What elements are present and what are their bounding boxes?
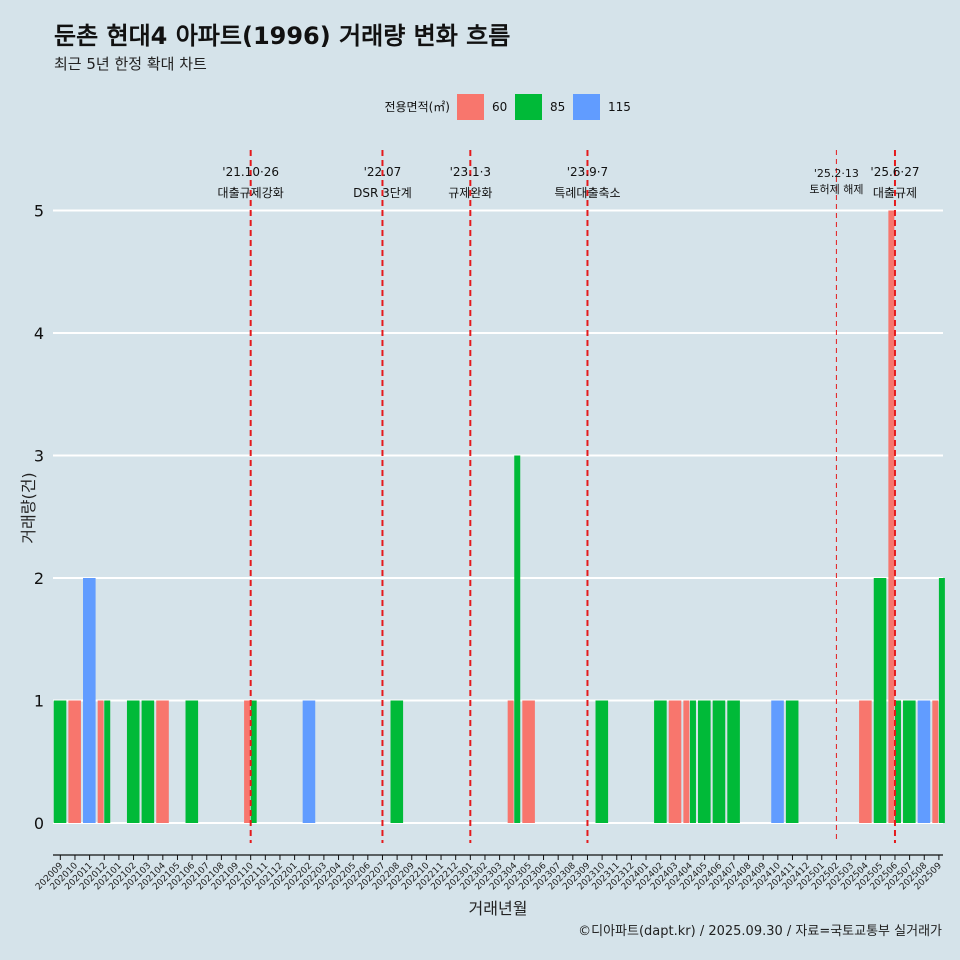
bar-85-202407	[727, 700, 740, 823]
y-axis: 0 1 2 3 4 5	[34, 202, 44, 834]
bar-60-202104	[156, 700, 169, 823]
bar-60-202304	[507, 700, 514, 823]
bar-85-202102	[126, 700, 140, 823]
legend-swatch-115	[573, 94, 600, 120]
bar-115-202508	[917, 700, 931, 823]
event-lines	[249, 150, 896, 843]
event-date: '25.6·27	[870, 165, 919, 179]
y-tick-label: 4	[34, 324, 44, 343]
bar-60-202110	[244, 700, 251, 823]
bar-85-202405	[698, 700, 711, 823]
bar-60-202509	[932, 700, 939, 823]
event-date: '23.1·3	[450, 165, 491, 179]
bar-60-202012	[97, 700, 104, 823]
bar-60-202504	[859, 700, 872, 823]
bar-115-202011	[83, 578, 96, 823]
bar-85-202404	[689, 700, 696, 823]
bar-60-202403	[668, 700, 682, 823]
bar-85-202103	[141, 700, 155, 823]
bar-115-202410	[771, 700, 784, 823]
legend-label: 85	[550, 100, 565, 114]
bar-115-202202	[302, 700, 316, 823]
bar-60-202506	[888, 210, 895, 823]
bar-85-202509	[938, 578, 945, 823]
bar-85-202208	[390, 700, 404, 823]
bars	[53, 210, 945, 823]
y-tick-label: 0	[34, 814, 44, 833]
y-tick-label: 3	[34, 447, 44, 466]
bar-85-202402	[654, 700, 667, 823]
caption: ©디아파트(dapt.kr) / 2025.09.30 / 자료=국토교통부 실…	[578, 924, 942, 939]
legend-swatch-60	[457, 94, 484, 120]
event-label: 토허제 해제	[809, 182, 863, 196]
legend-label: 115	[608, 100, 631, 114]
legend-label: 60	[492, 100, 507, 114]
x-axis-label: 거래년월	[469, 899, 528, 918]
event-annotations: '21.10·26 대출규제강화 '22.07 DSR 3단계 '23.1·3 규제완화 '…	[218, 165, 920, 200]
bar-85-202304	[514, 455, 521, 823]
event-label: 규제완화	[448, 186, 492, 200]
event-label: 대출규제강화	[218, 186, 284, 200]
event-date: '21.10·26	[222, 165, 279, 179]
event-label: DSR 3단계	[353, 186, 412, 200]
event-label: 특례대출축소	[554, 186, 620, 200]
chart-title: 둔촌 현대4 아파트(1996) 거래량 변화 흐름	[54, 22, 510, 50]
legend-swatch-85	[515, 94, 542, 120]
legend: 전용면적(㎡) 60 85 115	[384, 94, 631, 120]
bar-60-202404	[683, 700, 690, 823]
bar-85-202012	[104, 700, 111, 823]
event-date: '25.2·13	[814, 167, 859, 180]
bar-85-202110	[250, 700, 257, 823]
y-tick-label: 1	[34, 692, 44, 711]
legend-title: 전용면적(㎡)	[384, 100, 450, 114]
bar-85-202505	[873, 578, 887, 823]
bar-85-202406	[712, 700, 726, 823]
bar-85-202507	[903, 700, 916, 823]
chart-subtitle: 최근 5년 한정 확대 차트	[54, 55, 207, 73]
event-date: '22.07	[364, 165, 402, 179]
y-axis-label: 거래량(건)	[19, 472, 38, 543]
bar-85-202106	[185, 700, 199, 823]
bar-85-202310	[595, 700, 609, 823]
bar-60-202010	[68, 700, 81, 823]
event-date: '23.9·7	[567, 165, 608, 179]
bar-85-202411	[785, 700, 799, 823]
bar-60-202305	[522, 700, 535, 823]
x-axis: 2020092020102020112020122021012021022021…	[34, 854, 944, 892]
bar-85-202506	[894, 700, 901, 823]
y-tick-label: 5	[34, 202, 44, 221]
y-tick-label: 2	[34, 569, 44, 588]
bar-85-202009	[53, 700, 67, 823]
event-label: 대출규제	[873, 186, 917, 200]
